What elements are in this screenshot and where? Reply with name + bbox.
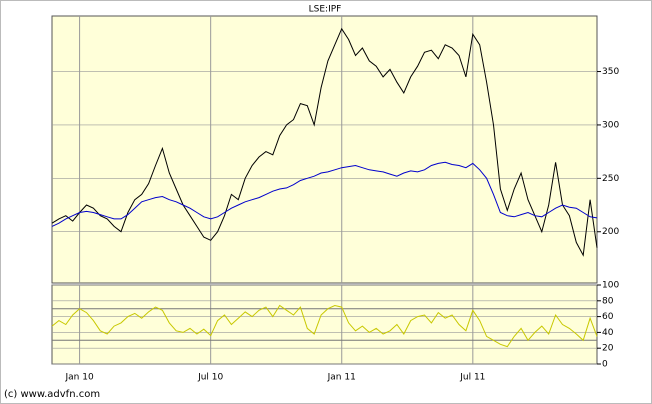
x-tick-label: Jul 11: [459, 373, 485, 383]
y-tick-label: 20: [602, 344, 614, 354]
y-tick-label: 300: [602, 120, 619, 130]
y-tick-label: 40: [602, 328, 614, 338]
chart-title: LSE:IPF: [309, 5, 342, 15]
y-tick-label: 0: [602, 360, 608, 370]
y-tick-label: 200: [602, 227, 619, 237]
y-tick-label: 60: [602, 312, 614, 322]
x-tick-label: Jan 10: [65, 373, 94, 383]
y-tick-label: 80: [602, 296, 614, 306]
y-tick-label: 350: [602, 67, 619, 77]
line-series: [51, 304, 598, 348]
y-tick-label: 250: [602, 174, 619, 184]
line-series: [51, 161, 598, 227]
footer: (c) www.advfn.com: [4, 389, 100, 400]
x-tick-label: Jul 10: [197, 373, 223, 383]
plot-area: [51, 15, 598, 284]
y-tick-label: 100: [602, 281, 619, 291]
plot-area: [51, 284, 598, 365]
line-series: [51, 27, 598, 257]
x-tick-label: Jan 11: [327, 373, 356, 383]
